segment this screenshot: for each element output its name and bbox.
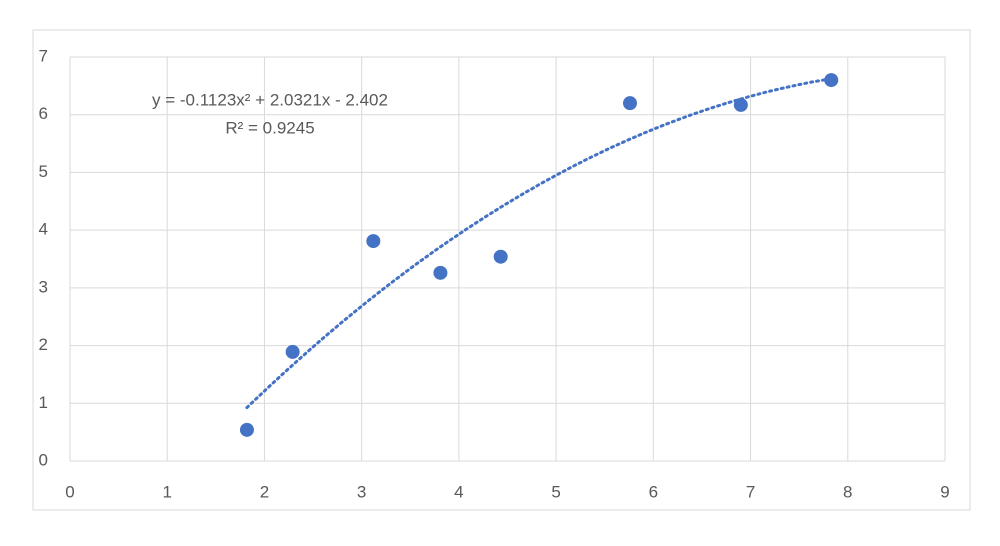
x-tick-label: 1: [162, 482, 171, 501]
point: [623, 96, 637, 111]
point: [366, 234, 381, 249]
point: [493, 249, 508, 264]
y-tick-label: 1: [39, 393, 48, 412]
x-tick-label: 5: [551, 482, 560, 501]
y-tick-label: 4: [39, 220, 48, 239]
x-tick-label: 9: [940, 482, 949, 501]
chart-border: [32, 29, 971, 511]
trendline-equation: y = -0.1123x² + 2.0321x - 2.402: [152, 90, 388, 109]
y-tick-label: 0: [39, 450, 48, 469]
point: [733, 97, 748, 112]
y-tick-label: 3: [39, 277, 48, 296]
y-tick-label: 2: [39, 335, 48, 354]
y-tick-label: 6: [39, 104, 48, 123]
trendline-r2: R² = 0.9245: [225, 118, 314, 137]
trendline: [245, 77, 833, 410]
x-tick-label: 8: [843, 482, 852, 501]
point: [239, 422, 254, 437]
points: [239, 73, 839, 437]
x-tick-label: 6: [649, 482, 658, 501]
x-tick-label: 3: [357, 482, 366, 501]
grid: [69, 56, 946, 462]
x-tick-label: 4: [454, 482, 463, 501]
x-tick-label: 7: [746, 482, 755, 501]
point: [285, 344, 300, 359]
point: [824, 73, 839, 88]
x-tick-label: 0: [65, 482, 74, 501]
x-tick-label: 2: [260, 482, 269, 501]
point: [433, 265, 448, 280]
y-tick-label: 7: [39, 46, 48, 65]
y-tick-label: 5: [39, 162, 48, 181]
